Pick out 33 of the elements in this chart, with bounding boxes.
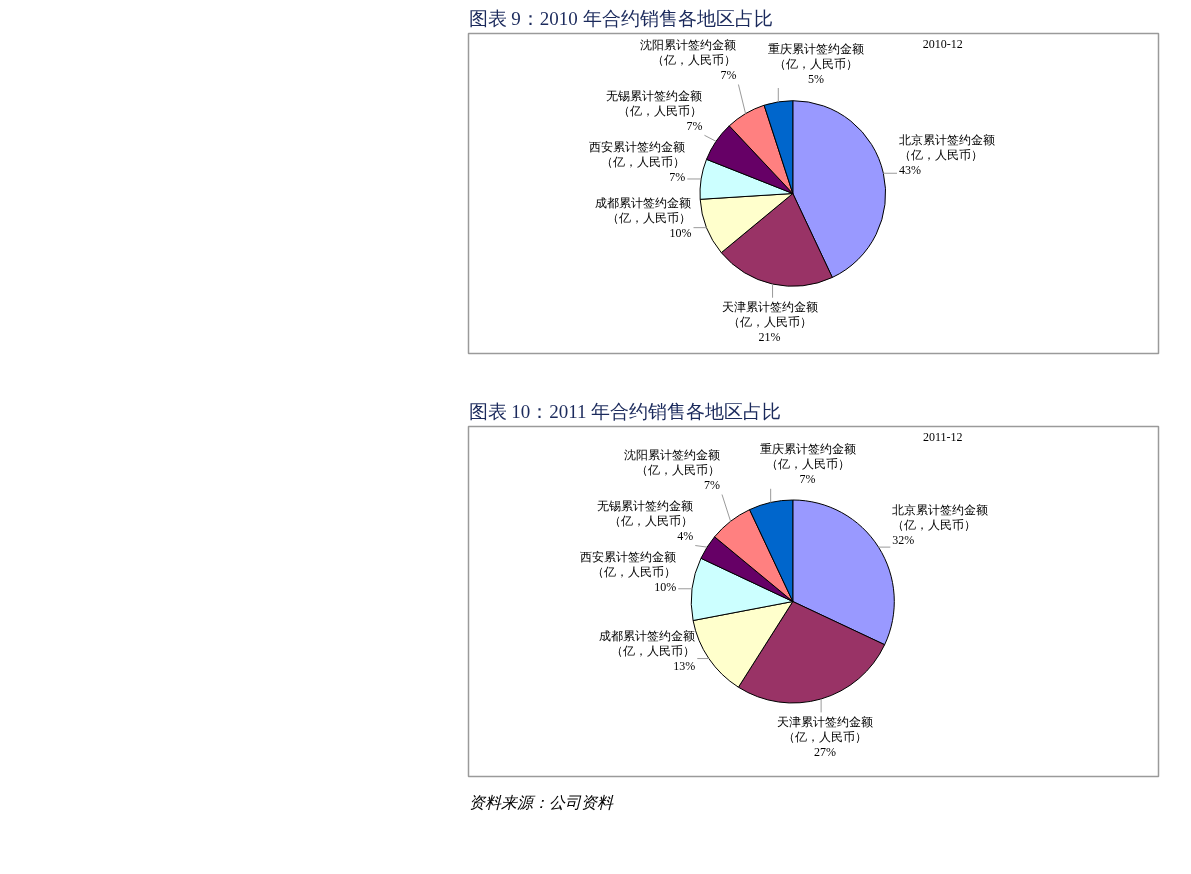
data-label: 10% [669,225,692,240]
data-label: 7% [704,478,721,493]
data-label: 7% [799,472,816,487]
text: 资料来源：公司资料 [468,793,614,811]
data-label: 4% [677,529,694,544]
data-label: 43% [899,163,922,178]
slice-label: 无锡累计签约金额（亿，人民币） [597,499,694,529]
chart-title: 图表 9：2010 年合约销售各地区占比 [468,7,773,29]
slice-label: 沈阳累计签约金额（亿，人民币） [640,38,737,67]
slice-label: 无锡累计签约金额（亿，人民币） [606,88,703,118]
data-label: 27% [814,744,837,759]
slice-label: 沈阳累计签约金额（亿，人民币） [624,448,721,478]
chart-subtitle: 2011-12 [923,429,963,444]
slice-label: 北京累计签约金额（亿，人民币） [899,133,996,163]
slice-label: 天津累计签约金额（亿，人民币） [721,300,818,330]
chart-title: 图表 10：2011 年合约销售各地区占比 [468,400,782,422]
data-label: 7% [669,169,686,184]
data-label: 13% [673,659,696,674]
data-label: 7% [720,68,737,82]
data-label: 10% [654,580,677,595]
slice-label: 天津累计签约金额（亿，人民币） [777,714,874,744]
data-label: 7% [686,118,703,133]
slice-label: 成都累计签约金额（亿，人民币） [599,629,696,659]
data-label: 21% [758,330,781,345]
slice-label: 重庆累计签约金额（亿，人民币） [768,41,865,71]
slice-label: 西安累计签约金额（亿，人民币） [580,550,677,580]
slice-label: 西安累计签约金额（亿，人民币） [589,139,686,169]
data-label: 5% [808,71,825,86]
slice-label: 重庆累计签约金额（亿，人民币） [759,442,856,472]
chart-subtitle: 2010-12 [922,36,963,51]
slice-label: 成都累计签约金额（亿，人民币） [595,195,692,225]
data-label: 32% [892,532,915,547]
slice-label: 北京累计签约金额（亿，人民币） [892,502,989,532]
